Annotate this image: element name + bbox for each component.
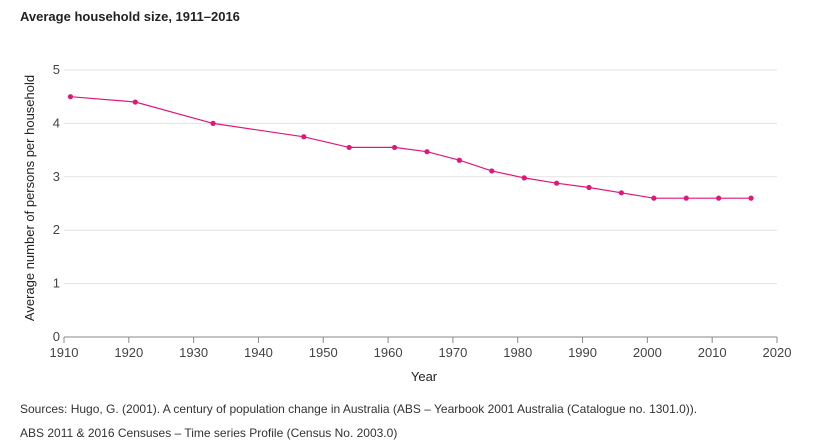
y-tick-label: 4	[53, 115, 60, 130]
x-tick-label: 2010	[698, 345, 727, 360]
y-tick-label: 0	[53, 329, 60, 344]
data-point[interactable]	[391, 144, 398, 151]
data-point[interactable]	[210, 120, 216, 126]
source-line-2: ABS 2011 & 2016 Censuses – Time series P…	[20, 426, 398, 440]
data-point[interactable]	[346, 144, 352, 151]
x-axis-label: Year	[411, 369, 438, 384]
y-tick-label: 3	[53, 169, 60, 184]
data-point[interactable]	[651, 195, 657, 201]
data-point[interactable]	[618, 190, 625, 196]
series-line	[70, 96, 752, 199]
data-point[interactable]	[683, 195, 689, 201]
chart-title: Average household size, 1911–2016	[20, 9, 240, 24]
y-axis-label: Average number of persons per household	[22, 75, 37, 321]
data-point[interactable]	[132, 99, 138, 105]
data-point[interactable]	[301, 134, 307, 140]
data-point[interactable]	[554, 180, 560, 186]
y-tick-label: 2	[53, 222, 60, 237]
data-point[interactable]	[424, 149, 430, 155]
x-tick-label: 2020	[763, 345, 792, 360]
x-tick-label: 1970	[438, 345, 467, 360]
x-tick-label: 1960	[374, 345, 403, 360]
x-tick-label: 1980	[503, 345, 532, 360]
y-tick-label: 1	[53, 276, 60, 291]
x-tick-label: 1910	[50, 345, 79, 360]
data-point[interactable]	[716, 195, 722, 201]
line-chart: 1910 1920 1930 1940 1950 1960 1970 1980 1990 2000…	[22, 62, 792, 384]
y-tick-label: 5	[53, 62, 60, 77]
data-point[interactable]	[489, 168, 495, 174]
y-axis-ticks: 0 1 2 3 4 5	[53, 62, 60, 344]
x-tick-label: 2000	[633, 345, 662, 360]
data-series	[67, 94, 754, 201]
x-tick-label: 1990	[568, 345, 597, 360]
x-tick-label: 1920	[114, 345, 143, 360]
data-point[interactable]	[456, 157, 462, 163]
data-point[interactable]	[748, 195, 754, 201]
source-line-1: Sources: Hugo, G. (2001). A century of p…	[20, 402, 698, 416]
data-point[interactable]	[586, 184, 592, 191]
data-point[interactable]	[521, 175, 527, 181]
gridlines	[64, 69, 777, 285]
data-point[interactable]	[67, 94, 74, 100]
x-tick-label: 1930	[179, 345, 208, 360]
x-tick-label: 1950	[309, 345, 338, 360]
x-tick-label: 1940	[244, 345, 273, 360]
x-axis-ticks: 1910 1920 1930 1940 1950 1960 1970 1980 1990 2000…	[50, 337, 792, 360]
